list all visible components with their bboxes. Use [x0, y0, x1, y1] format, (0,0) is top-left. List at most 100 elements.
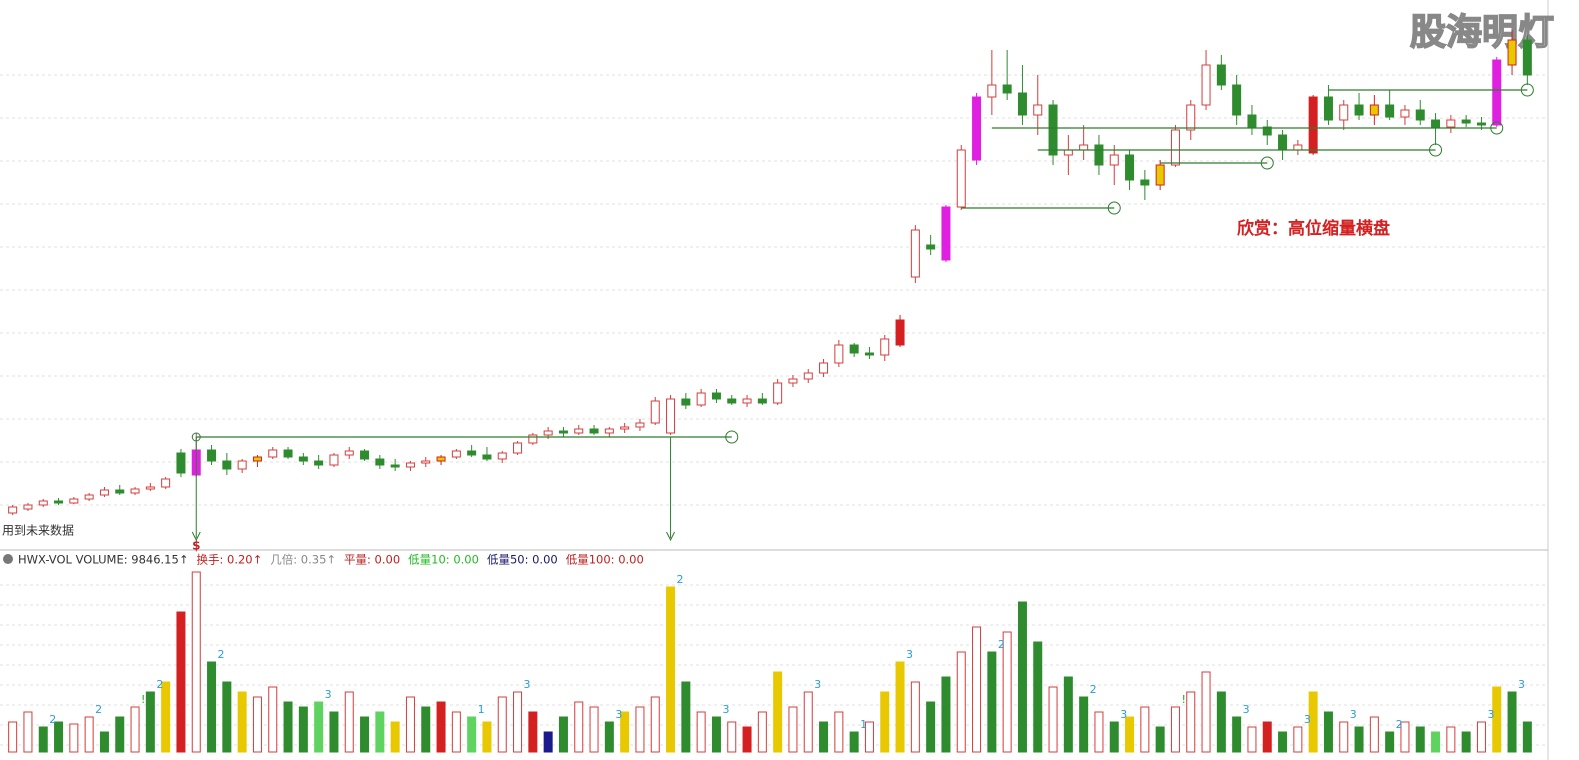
candle-body: [834, 344, 844, 364]
candle-body: [513, 442, 523, 454]
volume-bar: [1476, 721, 1486, 753]
volume-bar: [1063, 676, 1073, 753]
candle-body: [421, 460, 431, 464]
candle-body: [589, 428, 599, 434]
volume-bar: [467, 716, 477, 753]
volume-bar: [788, 706, 798, 753]
candle-body: [1492, 59, 1502, 126]
candle-body: [176, 452, 186, 474]
candle-body: [497, 452, 507, 460]
candle-body: [1262, 126, 1272, 136]
volume-bar: [38, 726, 48, 753]
volume-bar: [681, 681, 691, 753]
candle-body: [880, 338, 890, 356]
candle-body: [1461, 119, 1471, 124]
volume-marker: 2: [156, 678, 163, 691]
volume-bar: [497, 696, 507, 753]
candle-body: [314, 460, 324, 466]
candle-body: [773, 382, 783, 404]
volume-bar: [298, 706, 308, 753]
volume-bar: [1385, 731, 1395, 753]
candle-body: [1446, 119, 1456, 128]
watermark: 股海明灯: [1410, 12, 1554, 53]
candle-body: [941, 206, 951, 261]
volume-bar: [237, 691, 247, 753]
candle-body: [1385, 104, 1395, 118]
volume-marker: 2: [677, 573, 684, 586]
candle-body: [972, 96, 982, 161]
support-end: [725, 430, 739, 444]
candle-body: [650, 400, 660, 424]
volume-bar: [329, 711, 339, 753]
candle-body: [23, 504, 33, 510]
candle-body: [604, 428, 614, 434]
legend-icon: [3, 554, 13, 564]
candle-body: [69, 498, 79, 504]
volume-bar: [375, 711, 385, 753]
volume-bar: [69, 723, 79, 753]
volume-bar: [268, 686, 278, 753]
candle-body: [757, 398, 767, 404]
signal: $: [192, 539, 200, 553]
volume-bar: [360, 716, 370, 753]
volume-marker: 2: [1396, 718, 1403, 731]
candle-body: [1033, 104, 1043, 116]
volume-bar: [574, 701, 584, 753]
candle-body: [926, 244, 936, 250]
volume-marker: 3: [325, 688, 332, 701]
volume-bar: [1369, 716, 1379, 753]
volume-bar: [1125, 716, 1135, 753]
volume-bar: [513, 691, 523, 753]
volume-bar: [941, 676, 951, 753]
candle-body: [849, 344, 859, 354]
volume-bar: [849, 731, 859, 753]
candle-body: [1232, 84, 1242, 116]
volume-bar: [390, 721, 400, 753]
candle-body: [788, 378, 798, 384]
candle-body: [910, 229, 920, 278]
volume-bar: [1079, 696, 1089, 753]
volume-bar: [1048, 686, 1058, 753]
volume-bar: [1308, 691, 1318, 753]
candle-body: [1109, 154, 1119, 166]
volume-bar: [99, 731, 109, 753]
candle-body: [956, 149, 966, 208]
candle-body: [1369, 104, 1379, 116]
volume-bar: [207, 661, 217, 753]
candle-body: [222, 460, 232, 470]
support-end: [1260, 156, 1274, 170]
candle-body: [1278, 134, 1288, 151]
candle-body: [558, 430, 568, 434]
candle-body: [1323, 96, 1333, 121]
volume-bar: [620, 711, 630, 753]
candle-body: [635, 422, 645, 428]
legend-item: 几倍: 0.35↑: [270, 553, 336, 567]
volume-marker: 3: [1243, 703, 1250, 716]
arrow-head: [666, 531, 675, 542]
candle-body: [1063, 149, 1073, 156]
volume-bar: [819, 721, 829, 753]
candle-body: [1415, 109, 1425, 121]
volume-bar: [1461, 731, 1471, 753]
volume-bar: [314, 701, 324, 753]
candle-body: [130, 488, 140, 494]
volume-bar: [604, 721, 614, 753]
volume-bar: [1170, 706, 1180, 753]
volume-bar: [727, 721, 737, 753]
volume-bar: [834, 711, 844, 753]
candle-body: [283, 449, 293, 458]
candle-body: [375, 458, 385, 466]
candle-body: [298, 456, 308, 462]
candle-body: [84, 494, 94, 500]
legend-item: 换手: 0.20↑: [196, 553, 262, 567]
volume-bar: [130, 706, 140, 753]
candle-body: [482, 454, 492, 460]
volume-bar: [283, 701, 293, 753]
candle-body: [1140, 179, 1150, 186]
volume-marker: 2: [49, 713, 56, 726]
candle-body: [268, 449, 278, 458]
volume-marker: 3: [1304, 713, 1311, 726]
volume-bar: [1431, 731, 1441, 753]
